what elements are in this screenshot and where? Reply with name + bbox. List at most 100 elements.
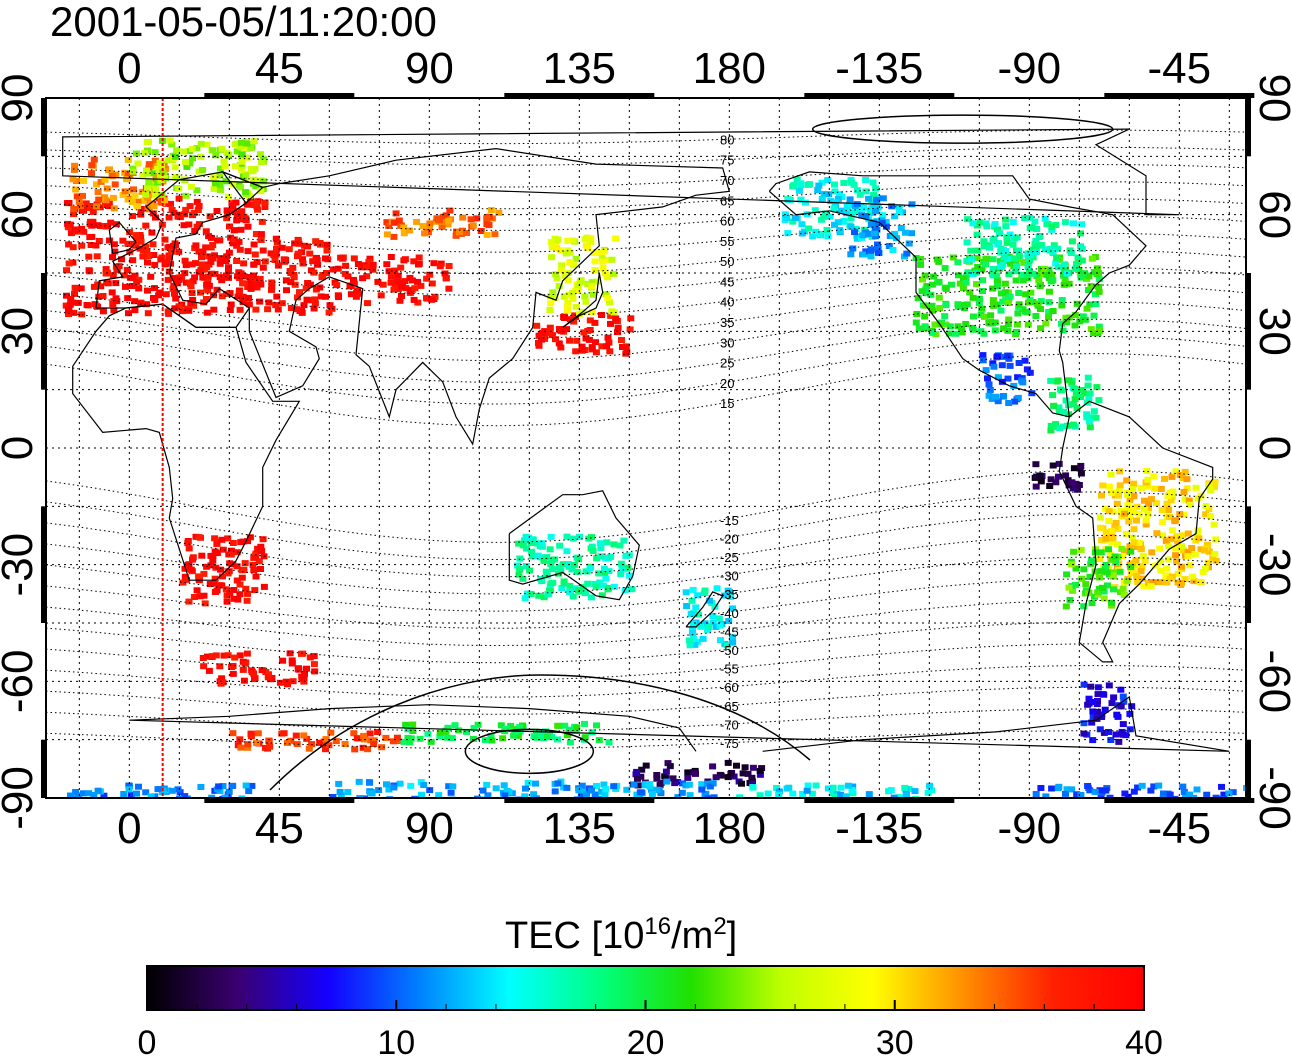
tec-cell	[192, 242, 200, 249]
tec-cell	[849, 783, 857, 790]
tec-cell	[989, 297, 997, 304]
tec-cell	[564, 277, 572, 284]
tec-cell	[1179, 532, 1186, 539]
tec-cell	[1110, 694, 1118, 701]
tec-cell	[1186, 501, 1194, 508]
tec-cell	[1194, 527, 1202, 534]
tec-cell	[1104, 582, 1111, 589]
tec-cell	[200, 663, 208, 670]
tec-cell	[607, 553, 615, 560]
tec-cell	[1163, 572, 1171, 579]
tec-cell	[202, 228, 210, 235]
tec-cell	[436, 263, 444, 270]
tec-cell	[895, 204, 903, 211]
tec-cell	[205, 667, 213, 674]
frame-bar	[41, 506, 46, 623]
tec-cell	[1105, 517, 1113, 524]
tec-cell	[1205, 483, 1213, 490]
tec-cell	[243, 154, 251, 161]
tec-cell	[1105, 483, 1113, 490]
tec-cell	[483, 781, 491, 788]
tec-cell	[1045, 308, 1053, 315]
tec-cell	[445, 285, 453, 292]
tec-cell	[303, 735, 311, 742]
tec-cell	[516, 555, 524, 562]
tec-cell	[870, 201, 878, 208]
tec-cell	[710, 794, 718, 798]
tec-cell	[515, 571, 523, 578]
tec-cell	[235, 290, 243, 297]
tec-cell	[182, 159, 190, 165]
tec-cell	[1193, 786, 1201, 793]
tec-cell	[711, 603, 719, 610]
tec-cell	[1163, 565, 1171, 572]
tec-cell	[969, 324, 977, 331]
tec-cell	[223, 253, 231, 260]
tec-cell	[848, 787, 856, 793]
tec-cell	[557, 344, 565, 351]
tec-cell	[1004, 375, 1012, 382]
tec-cell	[989, 360, 997, 367]
tec-cell	[599, 258, 607, 265]
tec-cell	[598, 255, 606, 262]
tec-cell	[438, 223, 446, 230]
tec-cell	[236, 652, 244, 659]
tec-cell	[132, 232, 140, 239]
tec-cell	[385, 222, 393, 229]
tec-cell	[249, 168, 257, 175]
tec-cell	[865, 195, 873, 202]
tec-cell	[329, 794, 337, 798]
tec-cell	[507, 722, 515, 729]
tec-cell	[1073, 405, 1081, 412]
tec-cell	[234, 293, 242, 300]
tec-cell	[610, 270, 618, 277]
tec-cell	[901, 784, 909, 791]
tec-cell	[1164, 507, 1172, 514]
tec-cell	[1184, 549, 1192, 556]
tec-cell	[1080, 566, 1088, 573]
tec-cell	[608, 256, 616, 263]
tec-cell	[1080, 730, 1088, 737]
tec-cell	[102, 266, 110, 273]
tec-cell	[222, 586, 230, 593]
tec-cell	[1011, 398, 1019, 405]
tec-cell	[455, 727, 463, 734]
tec-cell	[125, 310, 132, 317]
frame-bar	[1104, 93, 1255, 98]
tec-region	[682, 585, 737, 649]
tec-cell	[424, 730, 432, 737]
tec-cell	[657, 779, 665, 786]
tec-cell	[1032, 238, 1040, 244]
bottom-lon-label: -135	[835, 804, 923, 853]
tec-cell	[973, 281, 980, 288]
tec-cell	[1108, 599, 1116, 606]
tec-cell	[171, 164, 179, 171]
tec-cell	[165, 310, 173, 317]
tec-cell	[172, 153, 179, 160]
tec-cell	[1134, 784, 1142, 791]
tec-cell	[245, 301, 253, 308]
tec-cell	[1201, 547, 1208, 554]
tec-cell	[1077, 394, 1085, 400]
tec-cell	[250, 138, 258, 145]
tec-cell	[557, 247, 564, 254]
tec-cell	[274, 262, 282, 269]
tec-cell	[829, 784, 837, 791]
tec-cell	[1029, 270, 1037, 277]
mlat-contour	[46, 129, 1246, 145]
tec-cell	[237, 184, 245, 191]
tec-cell	[1092, 291, 1099, 298]
tec-cell	[824, 233, 832, 240]
tec-cell	[729, 634, 736, 641]
tec-cell	[697, 623, 705, 630]
tec-cell	[1111, 523, 1119, 530]
tec-cell	[280, 256, 288, 263]
tec-cell	[803, 211, 811, 218]
tec-cell	[187, 300, 195, 306]
tec-cell	[252, 573, 260, 580]
tec-cell	[242, 585, 250, 592]
tec-cell	[587, 594, 595, 601]
tec-cell	[336, 788, 344, 795]
tec-cell	[444, 724, 452, 731]
bottom-lon-label: 180	[693, 804, 766, 853]
